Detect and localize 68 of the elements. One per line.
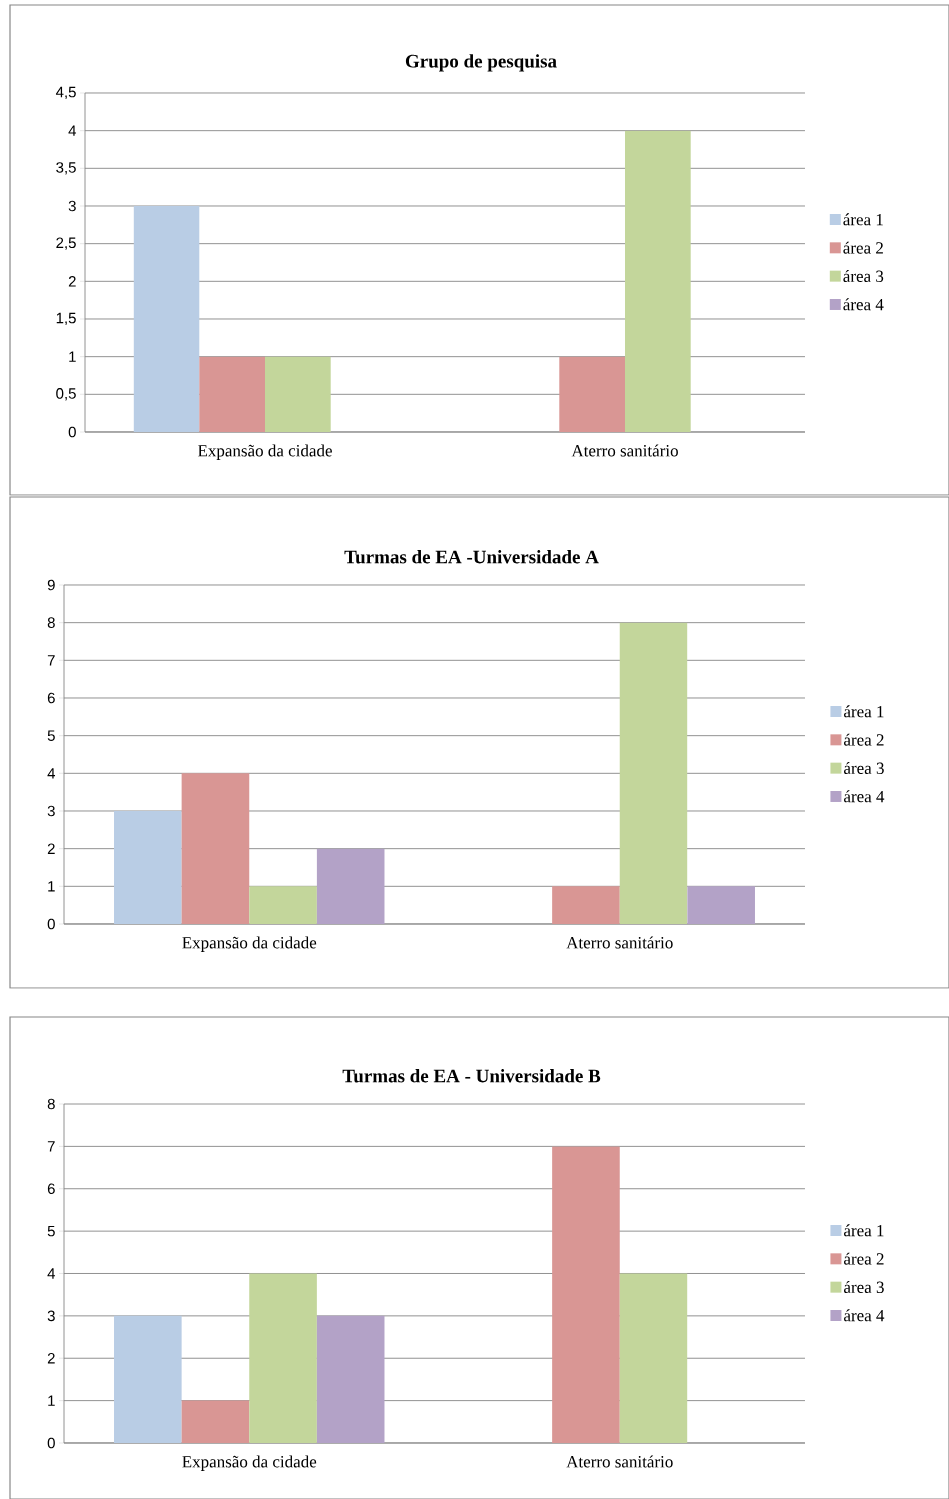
chart-title: Grupo de pesquisa (405, 54, 557, 72)
bar (625, 130, 691, 432)
y-tick-label: 8 (47, 617, 55, 628)
y-tick-label: 3,5 (56, 162, 76, 175)
x-tick-label: Expansão da cidade (182, 1455, 317, 1471)
legend-label: área 4 (844, 1309, 885, 1322)
y-tick-label: 4 (47, 768, 56, 779)
y-tick-label: 0 (47, 1437, 55, 1449)
legend-label: área 3 (844, 761, 884, 774)
chart-title: Turmas de EA -Universidade A (344, 550, 599, 564)
y-tick-label: 0 (68, 426, 76, 438)
bar (181, 773, 250, 924)
bar (619, 1273, 688, 1443)
y-tick-label: 1 (48, 881, 55, 892)
legend-label: área 3 (843, 269, 884, 282)
bar (552, 1146, 620, 1443)
x-tick-label: Aterro sanitário (566, 936, 673, 949)
legend-label: área 1 (843, 213, 883, 226)
bar (316, 1315, 385, 1443)
bar (114, 810, 182, 924)
legend-label: área 1 (844, 705, 884, 718)
y-tick-label: 4 (68, 125, 77, 136)
legend-label: área 2 (843, 241, 883, 254)
bar (559, 356, 625, 432)
legend-label: área 1 (844, 1224, 884, 1237)
y-tick-label: 5 (47, 1225, 55, 1237)
y-tick-label: 7 (47, 1141, 55, 1152)
y-tick-label: 0,5 (56, 388, 76, 401)
y-tick-label: 3 (47, 1310, 55, 1322)
legend-label: área 3 (844, 1280, 884, 1293)
y-tick-label: 1 (48, 1395, 55, 1406)
bar (265, 356, 331, 432)
y-tick-label: 6 (47, 692, 55, 704)
x-tick-label: Expansão da cidade (197, 444, 332, 460)
bar (199, 356, 265, 432)
legend-label: área 4 (843, 298, 884, 311)
y-tick-label: 7 (47, 655, 55, 666)
y-tick-label: 5 (47, 730, 55, 741)
y-tick-label: 0 (47, 918, 55, 930)
chart-title: Turmas de EA - Universidade B (342, 1069, 601, 1083)
y-tick-label: 6 (47, 1183, 55, 1195)
bar (552, 886, 620, 924)
y-tick-label: 4,5 (55, 86, 76, 100)
bar (181, 1400, 250, 1443)
bar (619, 622, 688, 924)
bar (114, 1315, 182, 1443)
bar (687, 886, 755, 924)
x-tick-label: Expansão da cidade (182, 936, 317, 952)
x-tick-label: Aterro sanitário (566, 1455, 673, 1468)
y-tick-label: 2 (68, 276, 76, 287)
y-tick-label: 1 (69, 351, 76, 362)
y-tick-label: 2 (47, 1353, 55, 1364)
y-tick-label: 2 (47, 843, 55, 854)
legend-label: área 4 (844, 790, 885, 803)
bar (133, 205, 200, 432)
bar (249, 1273, 317, 1443)
y-tick-label: 3 (68, 200, 76, 212)
bar (249, 886, 317, 924)
y-tick-label: 9 (47, 579, 55, 591)
y-tick-label: 3 (47, 805, 55, 817)
legend-label: área 2 (844, 733, 884, 746)
y-tick-label: 1,5 (56, 312, 76, 326)
y-tick-label: 8 (47, 1098, 55, 1110)
y-tick-label: 4 (47, 1268, 56, 1279)
legend-label: área 2 (844, 1252, 884, 1265)
y-tick-label: 2,5 (56, 237, 76, 250)
x-tick-label: Aterro sanitário (571, 444, 678, 457)
bar (316, 848, 385, 924)
